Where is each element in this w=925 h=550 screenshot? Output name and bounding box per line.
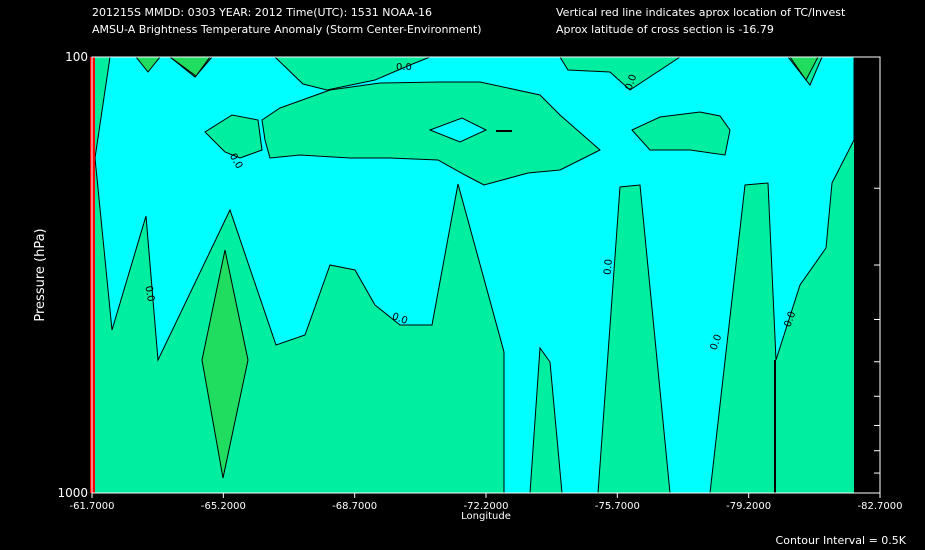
contour-label: 0.0 [709, 333, 725, 352]
contour-label: 0.0 [390, 311, 409, 327]
positive-band-upper [261, 81, 601, 186]
contour-interval-note: Contour Interval = 0.5K [776, 534, 907, 547]
contour-label: 0.0 [396, 62, 412, 73]
contour-label: 0.0 [783, 310, 799, 329]
y-tick-label: 100 [65, 50, 88, 64]
negative-region-main [94, 57, 854, 493]
x-tick-label: -61.7000 [70, 501, 115, 512]
x-tick-label: -82.7000 [858, 501, 903, 512]
positive-patch-right [631, 111, 731, 156]
header-line2-left: AMSU-A Brightness Temperature Anomaly (S… [92, 23, 482, 36]
strong-positive-top-right [789, 57, 819, 81]
contour-label: 0.0 [624, 73, 640, 92]
x-tick-label: -75.7000 [595, 501, 640, 512]
x-tick-label: -65.2000 [201, 501, 246, 512]
header-line1-right: Vertical red line indicates aprox locati… [556, 6, 846, 19]
x-axis-label: Longitude [461, 511, 511, 522]
header-line2-right: Aprox latitude of cross section is -16.7… [556, 23, 774, 36]
strong-positive-top-left [135, 57, 161, 73]
right-blank-strip [854, 57, 880, 493]
strong-positive-diamond [201, 249, 249, 479]
y-tick-label: 1000 [57, 486, 88, 500]
contour-label: 0.0 [603, 259, 615, 276]
strong-positive-top-mid [169, 57, 211, 77]
x-tick-label: -79.2000 [726, 501, 771, 512]
x-tick-label: -68.7000 [332, 501, 377, 512]
y-axis-label: Pressure (hPa) [33, 228, 48, 321]
header-line1-left: 201215S MMDD: 0303 YEAR: 2012 Time(UTC):… [92, 6, 433, 19]
contour-label: 0.0 [142, 285, 156, 303]
negative-eye [428, 117, 488, 143]
x-tick-label: -72.2000 [464, 501, 509, 512]
positive-patch-left [204, 114, 263, 159]
